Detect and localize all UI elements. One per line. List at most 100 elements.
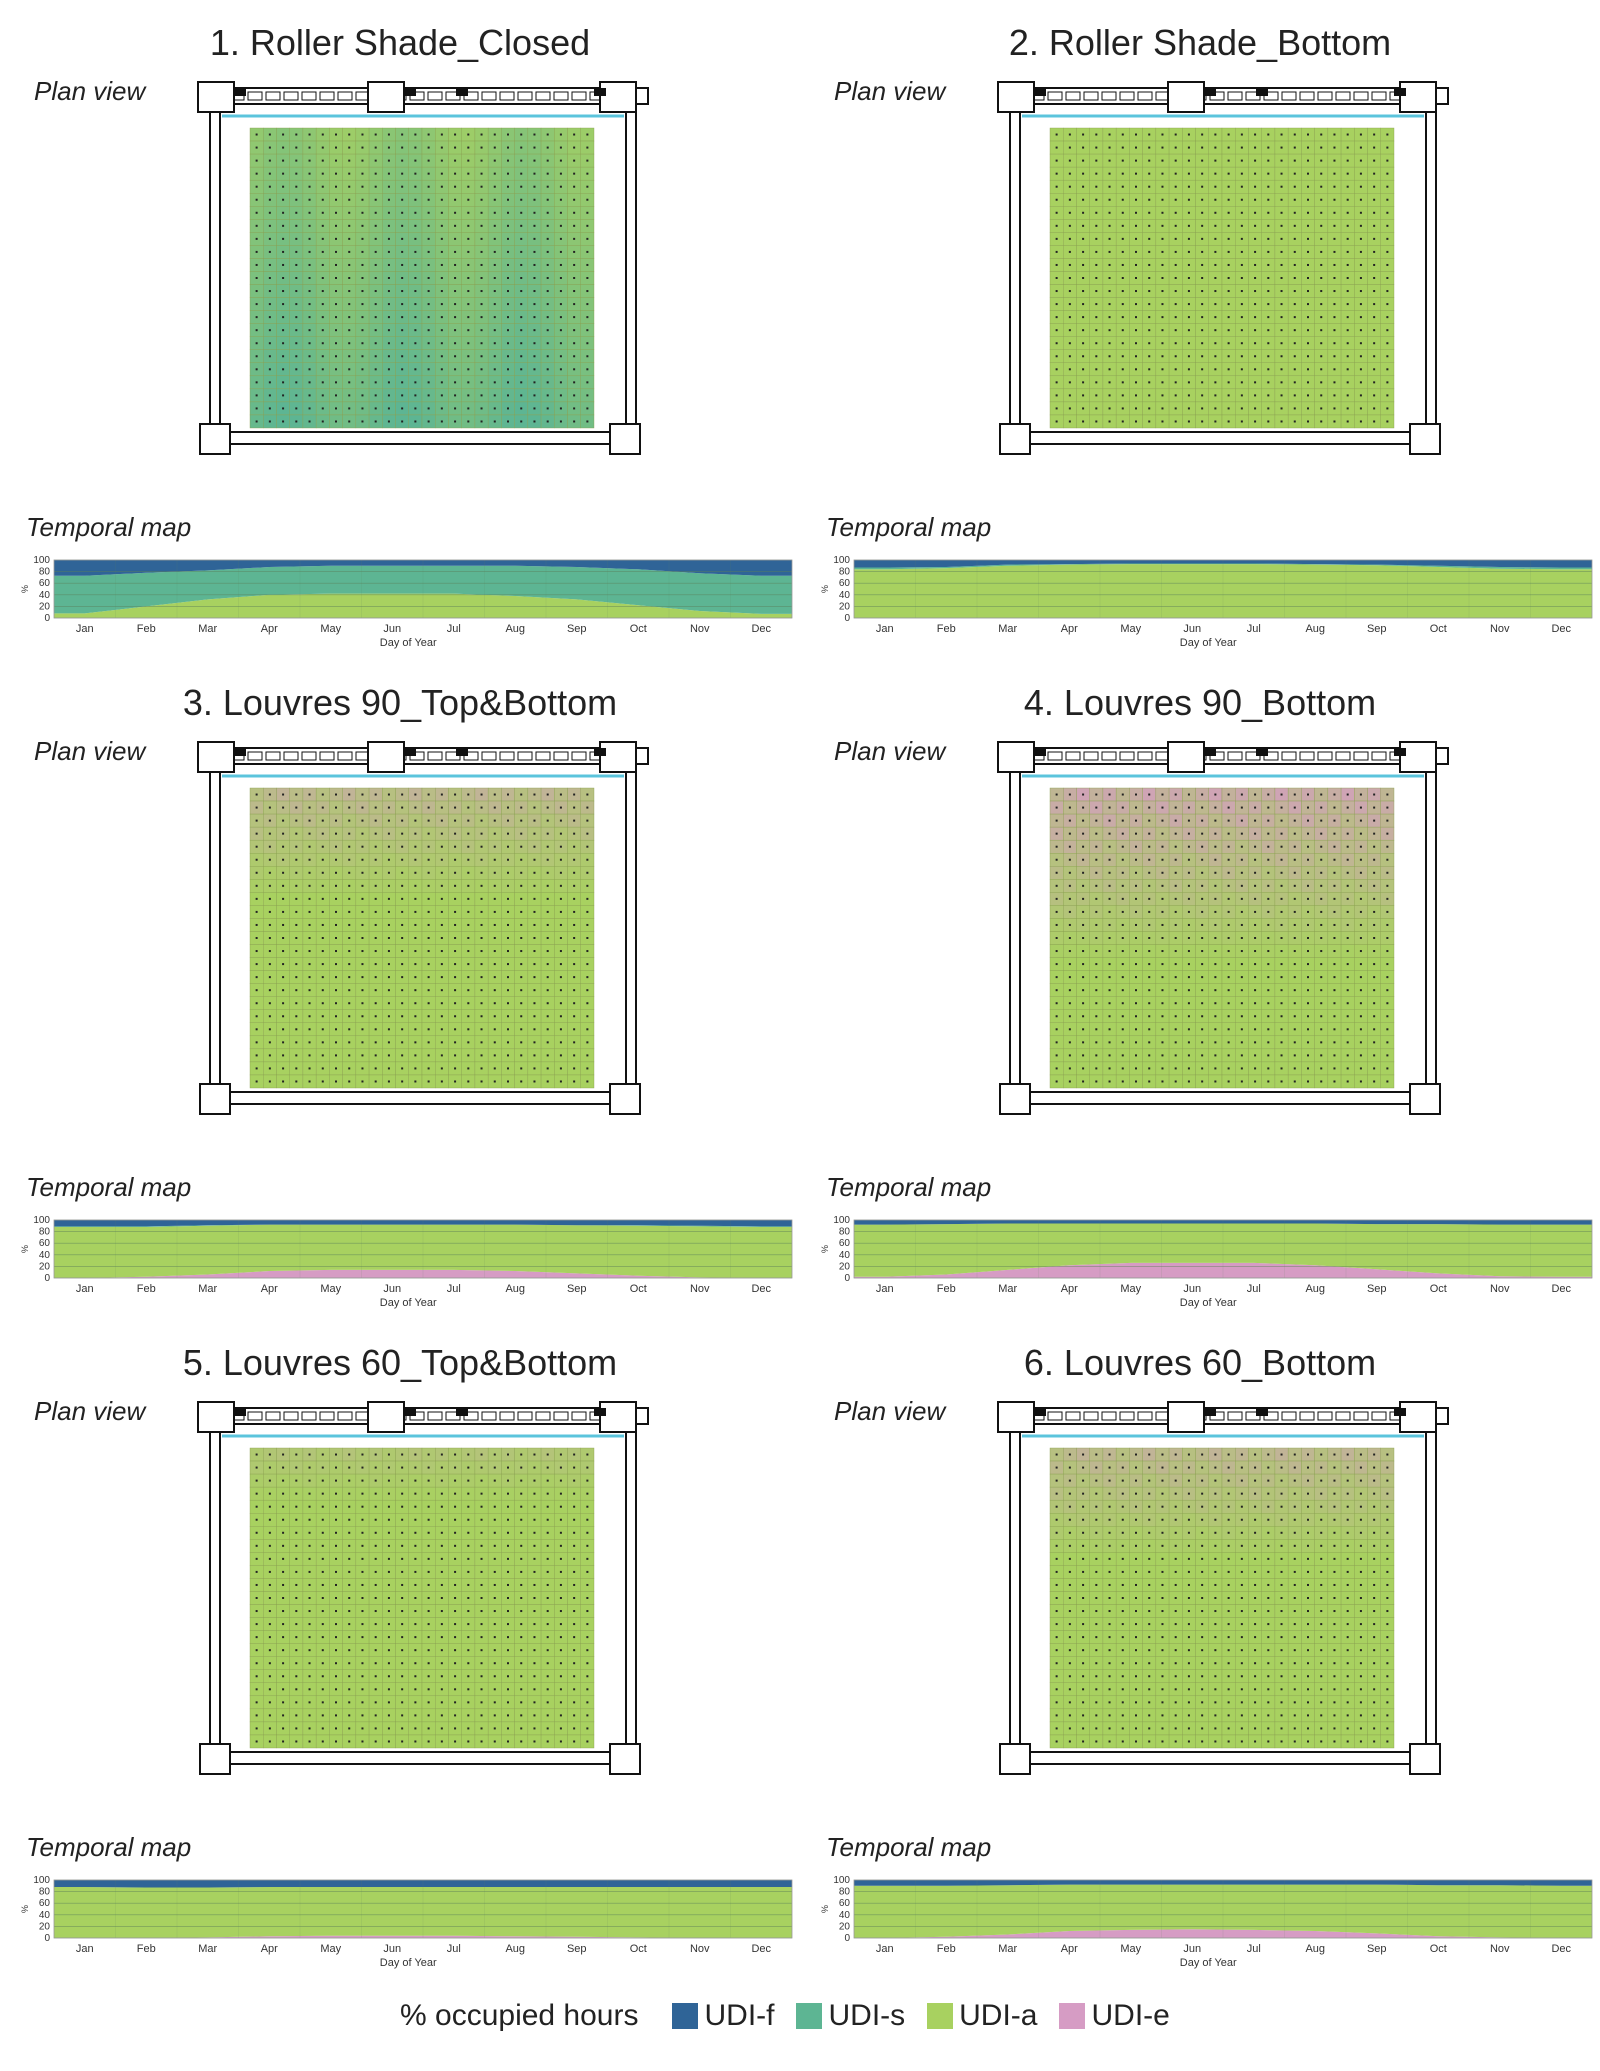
sensor-point — [335, 394, 337, 397]
sensor-point — [1068, 1015, 1071, 1018]
sensor-point — [1333, 989, 1336, 992]
sensor-point — [1254, 185, 1257, 188]
sensor-point — [480, 146, 483, 149]
sensor-point — [1254, 1041, 1257, 1044]
sensor-point — [1187, 1054, 1190, 1057]
sensor-point — [1055, 871, 1058, 874]
sensor-point — [427, 897, 430, 900]
sensor-point — [1174, 910, 1177, 913]
sensor-point — [493, 858, 496, 861]
sensor-point — [573, 316, 576, 319]
window-mullion — [1299, 91, 1315, 101]
sensor-point — [295, 845, 298, 848]
sensor-point — [401, 923, 404, 926]
sensor-point — [414, 806, 417, 809]
sensor-point — [414, 1067, 417, 1070]
sensor-point — [467, 897, 470, 900]
sensor-point — [1359, 394, 1362, 397]
sensor-point — [1267, 923, 1270, 926]
sensor-point — [1082, 1054, 1085, 1057]
sensor-point — [282, 146, 285, 149]
sensor-point — [348, 1028, 351, 1031]
sensor-point — [493, 329, 496, 332]
sensor-point — [321, 159, 324, 162]
sensor-point — [1307, 407, 1309, 410]
sensor-point — [1174, 355, 1177, 358]
sensor-point — [1307, 303, 1309, 306]
sensor-point — [1174, 832, 1177, 835]
sensor-point — [1121, 250, 1124, 253]
series-area-udi-f — [854, 560, 1592, 568]
sensor-point — [374, 355, 377, 358]
sensor-point — [1174, 1015, 1177, 1018]
sensor-point — [1280, 198, 1283, 201]
sensor-point — [440, 1015, 443, 1018]
sensor-point — [282, 910, 285, 913]
sensor-point — [321, 290, 324, 293]
series-area-udi-s — [54, 1224, 792, 1227]
sensor-point — [1359, 303, 1362, 306]
sensor-point — [268, 884, 271, 887]
sensor-point — [295, 858, 298, 861]
sensor-point — [467, 198, 470, 201]
window-mullion — [337, 751, 353, 761]
sensor-point — [1320, 819, 1323, 822]
sensor-point — [480, 950, 483, 953]
sensor-point — [586, 407, 589, 410]
sensor-point — [454, 316, 457, 319]
sensor-point — [1373, 871, 1376, 874]
sensor-point — [1386, 185, 1389, 188]
sensor-point — [1095, 420, 1098, 423]
sensor-point — [467, 910, 470, 913]
sensor-point — [454, 198, 457, 201]
sensor-point — [308, 303, 311, 306]
sensor-point — [1320, 224, 1323, 227]
sensor-point — [533, 185, 536, 188]
series-area-udi-s — [854, 563, 1592, 570]
sensor-point — [1386, 793, 1389, 796]
sensor-point — [348, 316, 351, 319]
sensor-point — [573, 1002, 576, 1005]
sensor-point — [1214, 819, 1217, 822]
sensor-point — [1161, 937, 1164, 939]
sensor-point — [586, 845, 589, 848]
sensor-point — [1121, 1002, 1124, 1005]
sensor-point — [1108, 1002, 1111, 1005]
sensor-point — [321, 793, 324, 796]
sensor-point — [493, 845, 496, 848]
sensor-point — [1095, 303, 1098, 306]
sensor-point — [1267, 342, 1270, 345]
sensor-point — [480, 290, 483, 293]
sensor-point — [1201, 342, 1204, 345]
sensor-point — [427, 394, 430, 397]
sensor-point — [1055, 806, 1058, 809]
sensor-point — [454, 1028, 457, 1031]
sensor-point — [401, 394, 404, 397]
sensor-point — [1320, 277, 1323, 279]
sensor-point — [427, 858, 430, 861]
sensor-point — [493, 1054, 496, 1057]
sensor-point — [1082, 910, 1085, 913]
sensor-point — [1346, 884, 1349, 887]
sensor-point — [1055, 1002, 1058, 1005]
sensor-point — [348, 342, 351, 345]
sensor-point — [308, 133, 311, 136]
sensor-point — [559, 858, 562, 861]
sensor-point — [1187, 845, 1190, 848]
sensor-point — [520, 381, 523, 384]
sensor-point — [1095, 146, 1098, 149]
sensor-point — [1161, 1002, 1164, 1005]
sensor-point — [427, 146, 430, 149]
y-axis-label: % — [820, 585, 830, 593]
sensor-point — [1068, 806, 1071, 809]
sensor-point — [1108, 976, 1111, 979]
sensor-point — [295, 1028, 298, 1031]
sensor-point — [1082, 976, 1085, 979]
sensor-point — [1346, 976, 1349, 979]
y-tick-label: 80 — [39, 567, 51, 578]
sensor-point — [1161, 237, 1164, 240]
sensor-point — [1135, 806, 1137, 809]
sensor-point — [1359, 923, 1362, 926]
sensor-point — [520, 146, 523, 149]
